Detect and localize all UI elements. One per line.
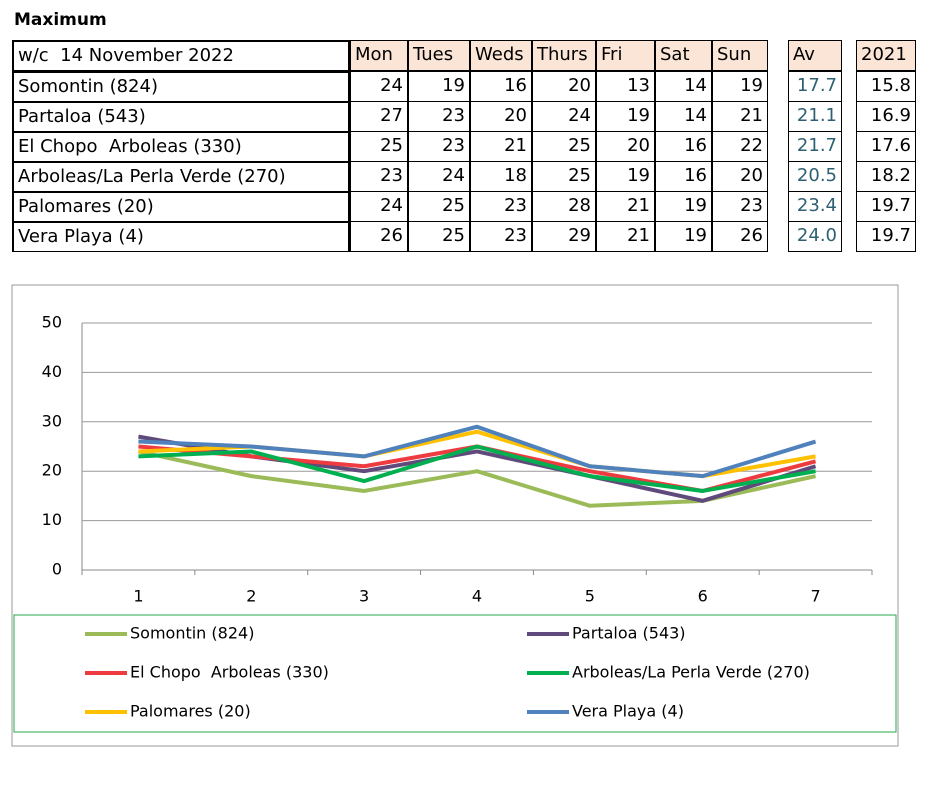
row-label: Vera Playa (4) <box>12 221 350 252</box>
header-cell: Thurs <box>532 40 596 71</box>
series-line <box>138 444 816 493</box>
value-cell: 19 <box>655 221 712 252</box>
row-label: Palomares (20) <box>12 191 350 222</box>
x-tick-label: 1 <box>133 587 143 606</box>
legend-label: Partaloa (543) <box>572 624 686 643</box>
x-tick-label: 2 <box>246 587 256 606</box>
y-tick-label: 0 <box>52 560 62 579</box>
x-tick-label: 7 <box>810 587 820 606</box>
header-cell: Av <box>788 40 842 71</box>
value-cell: 26 <box>712 221 768 252</box>
header-cell: 2021 <box>856 40 916 71</box>
chart-frame <box>11 284 899 747</box>
legend-frame <box>13 614 897 733</box>
value-cell: 19.7 <box>856 221 916 252</box>
legend-label: Somontin (824) <box>130 624 254 643</box>
row-label: El Chopo Arboleas (330) <box>12 131 350 162</box>
x-tick-label: 5 <box>585 587 595 606</box>
header-cell: Mon <box>350 40 408 71</box>
legend-label: Vera Playa (4) <box>572 702 684 721</box>
header-cell: w/c 14 November 2022 <box>12 40 350 71</box>
value-cell: 24.0 <box>788 221 842 252</box>
header-cell: Tues <box>408 40 470 71</box>
value-cell: 26 <box>350 221 408 252</box>
y-tick-label: 30 <box>42 411 62 430</box>
y-tick-label: 10 <box>42 510 62 529</box>
header-cell: Sun <box>712 40 768 71</box>
value-cell: 21 <box>596 221 655 252</box>
legend-label: El Chopo Arboleas (330) <box>130 663 329 682</box>
value-cell: 23 <box>470 221 532 252</box>
series-line <box>138 424 817 479</box>
legend-label: Arboleas/La Perla Verde (270) <box>572 663 810 682</box>
legend-label: Palomares (20) <box>130 702 251 721</box>
y-tick-label: 20 <box>42 461 62 480</box>
value-cell: 29 <box>532 221 596 252</box>
y-tick-label: 40 <box>42 362 62 381</box>
header-cell: Weds <box>470 40 532 71</box>
x-tick-label: 4 <box>472 587 482 606</box>
x-tick-label: 3 <box>359 587 369 606</box>
y-tick-label: 50 <box>42 313 62 332</box>
value-cell: 25 <box>408 221 470 252</box>
header-cell: Sat <box>655 40 712 71</box>
page-title: Maximum <box>14 10 107 30</box>
header-cell: Fri <box>596 40 655 71</box>
x-tick-label: 6 <box>698 587 708 606</box>
row-label: Arboleas/La Perla Verde (270) <box>12 161 350 192</box>
